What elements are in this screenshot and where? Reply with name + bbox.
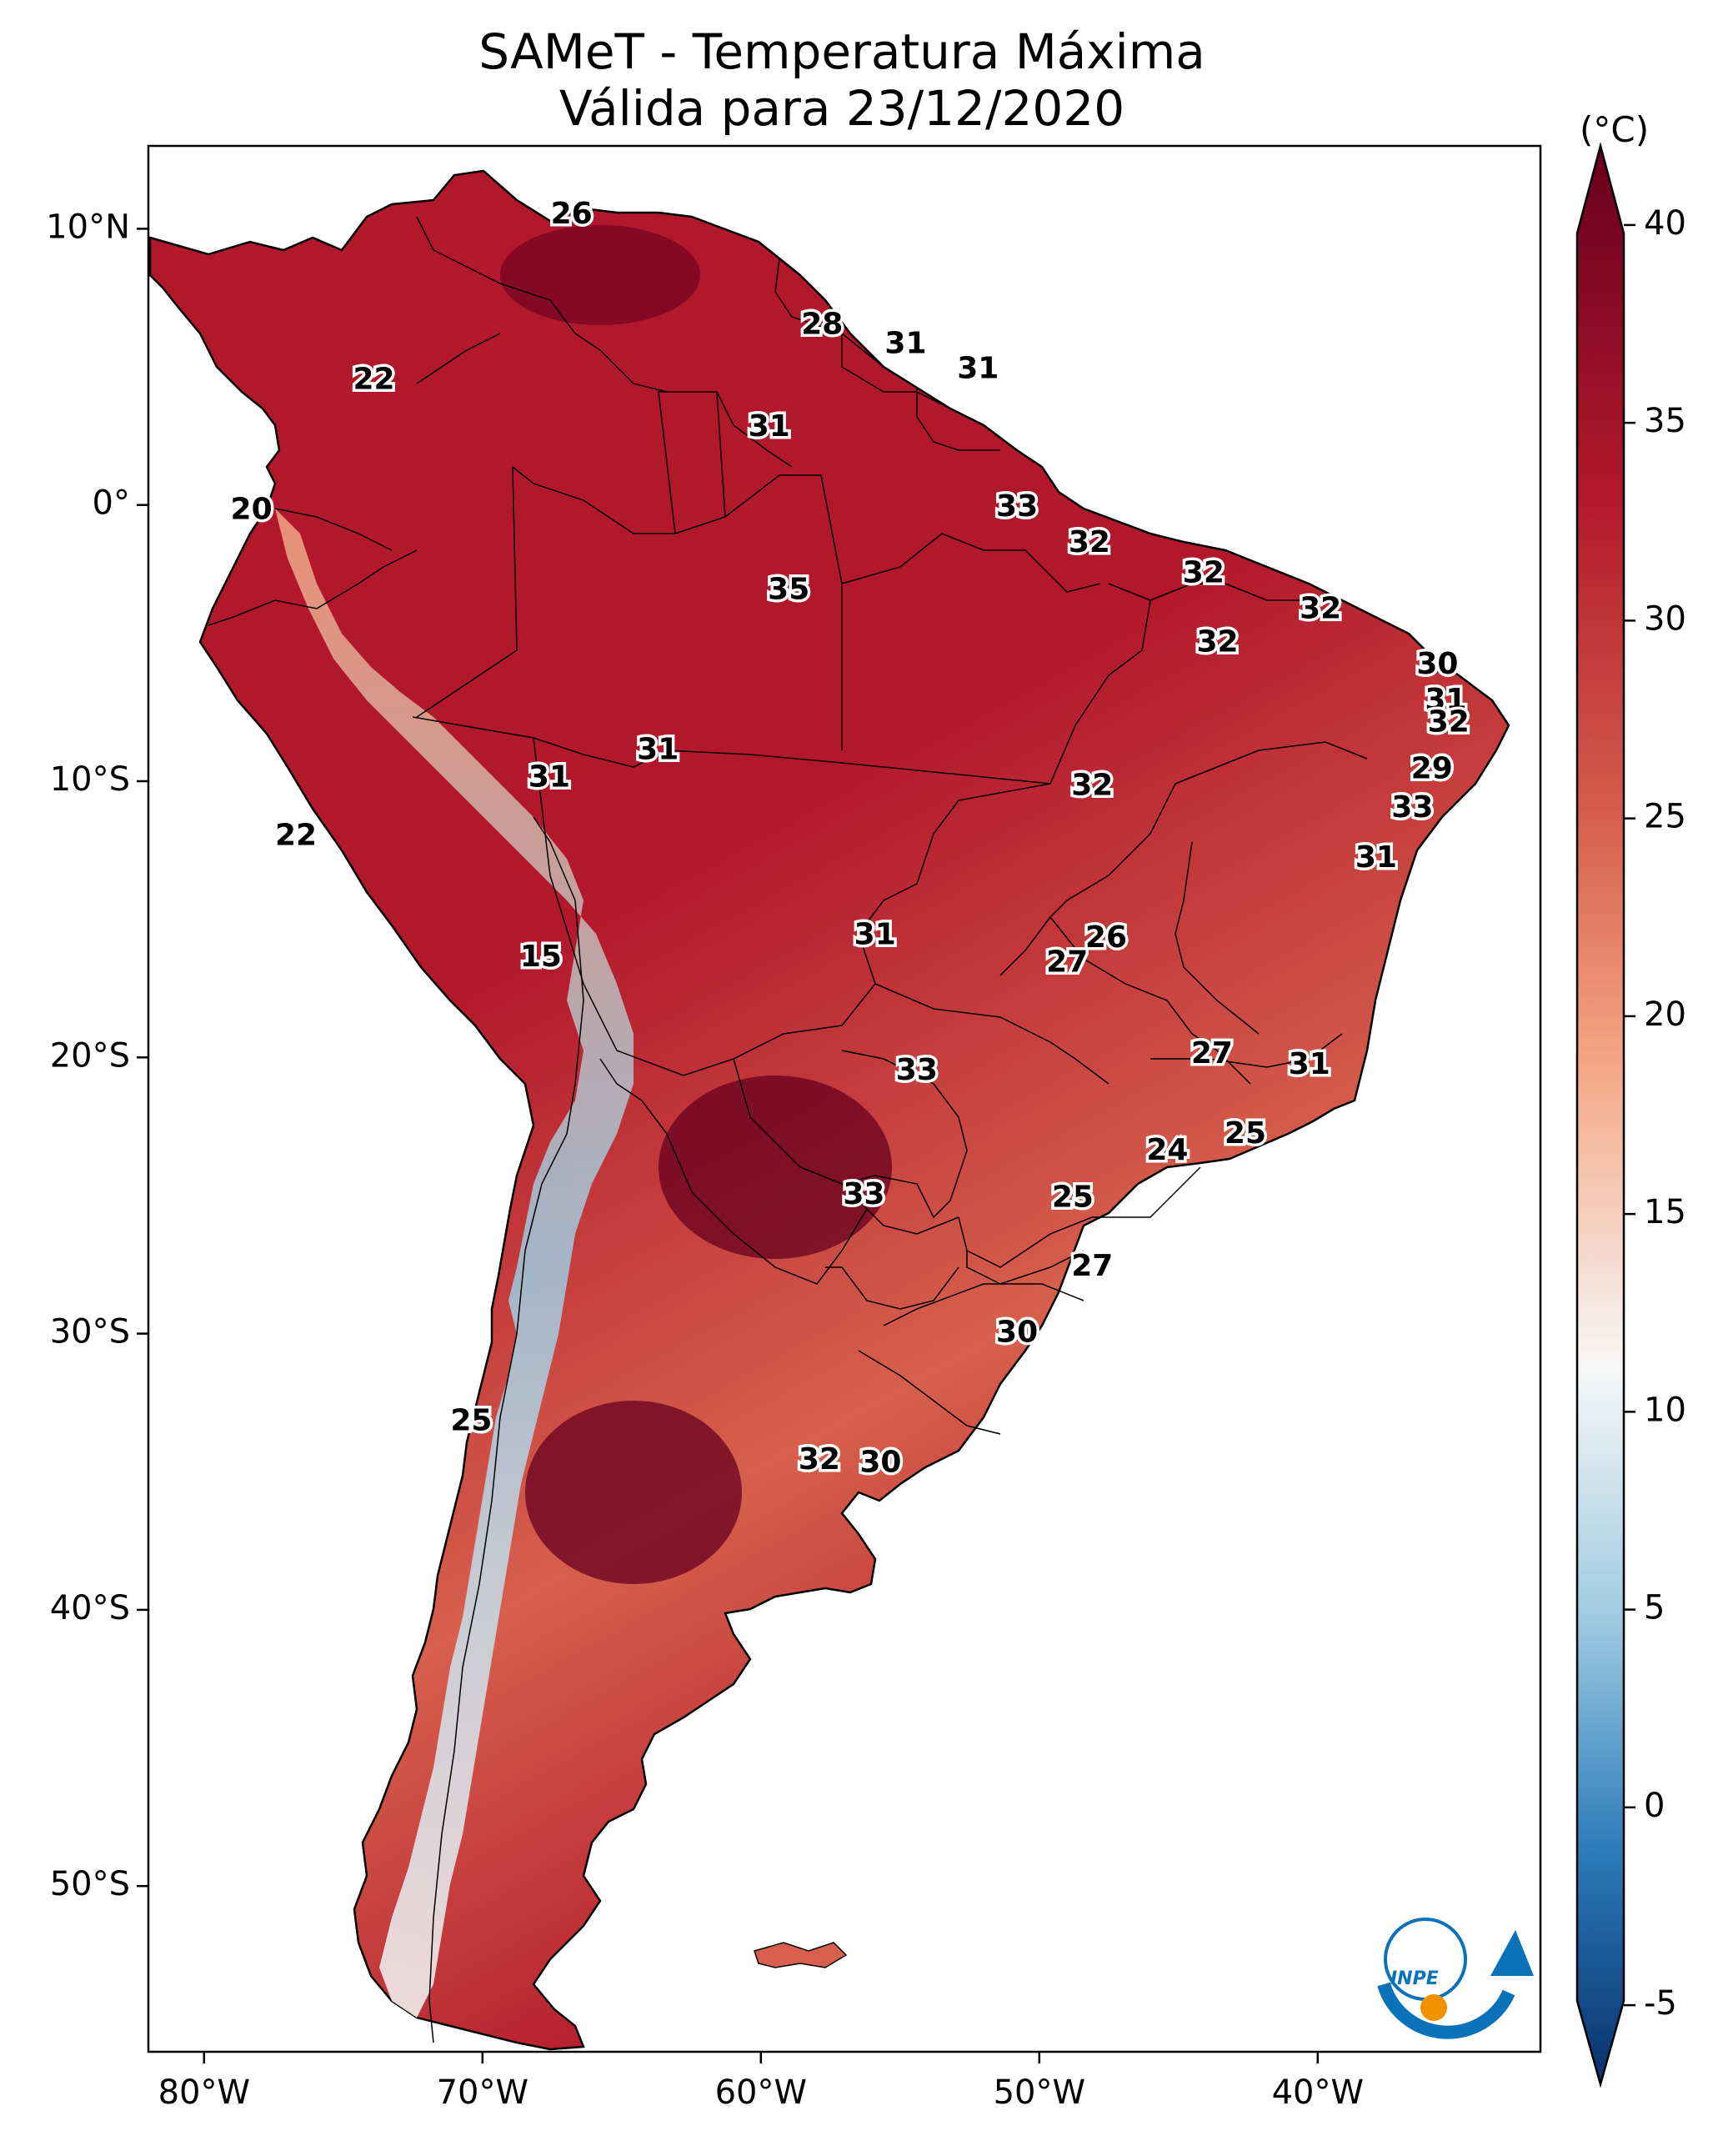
colorbar-tick-label: 0 [1644, 1787, 1665, 1825]
colorbar-tick-label: 20 [1644, 995, 1686, 1034]
temperature-label: 27 [1191, 1036, 1233, 1070]
temperature-label: 25 [1052, 1180, 1094, 1214]
title-line-1: SAMeT - Temperatura Máxima [478, 23, 1205, 80]
temperature-label: 29 [1411, 752, 1453, 786]
hot-core-north [500, 225, 700, 325]
y-tick-label: 0° [93, 484, 130, 523]
colorbar-tick-label: 35 [1644, 402, 1686, 440]
y-tick-label: 10°N [46, 208, 130, 246]
temperature-label: 27 [1046, 945, 1088, 980]
temperature-label: 31 [528, 760, 570, 795]
temperature-label: 33 [896, 1053, 938, 1087]
temperature-label: 32 [1197, 624, 1239, 659]
y-tick-label: 30°S [50, 1313, 130, 1351]
temperature-label: 15 [520, 940, 562, 974]
andes-cool-band [275, 509, 634, 2018]
y-tick-label: 10°S [50, 760, 130, 799]
colorbar-tick-label: -5 [1644, 1984, 1677, 2023]
hot-core-pampas [525, 1401, 742, 1584]
temperature-label: 31 [884, 327, 926, 361]
x-tick-label: 40°W [1272, 2073, 1364, 2112]
temperature-label: 26 [551, 197, 593, 231]
temperature-label: 31 [957, 351, 999, 385]
logo-arrow [1490, 1930, 1534, 1976]
temperature-label: 32 [1069, 525, 1110, 559]
temperature-label: 25 [1225, 1116, 1266, 1151]
inpe-logo: INPE [1377, 1918, 1534, 2039]
temperature-label: 32 [1071, 769, 1113, 803]
colorbar-body [1575, 142, 1625, 2088]
logo-dot [1420, 1994, 1447, 2021]
temperature-label: 28 [801, 307, 843, 341]
colorbar-unit: (°C) [1580, 109, 1649, 150]
temperature-label: 33 [996, 489, 1038, 524]
temperature-label: 22 [353, 363, 394, 397]
y-tick-label: 40°S [50, 1589, 130, 1627]
colorbar-ticks: 40 35 30 25 20 15 10 5 0 -5 [1624, 204, 1686, 2023]
temperature-label: 33 [843, 1177, 884, 1211]
temperature-label: 31 [1289, 1047, 1330, 1081]
x-tick-label: 70°W [437, 2073, 528, 2112]
logo-text: INPE [1390, 1968, 1439, 1989]
falkland-islands [754, 1942, 848, 1968]
colorbar-tick-label: 15 [1644, 1193, 1686, 1231]
temperature-label: 27 [1071, 1249, 1113, 1283]
colorbar: (°C) 40 35 30 25 20 15 10 5 0 -5 [1575, 109, 1686, 2088]
political-boundaries [208, 216, 1368, 2043]
x-axis-ticks: 80°W 70°W 60°W 50°W 40°W [158, 2052, 1364, 2112]
temperature-label: 32 [1300, 592, 1341, 626]
temperature-label: 22 [275, 818, 317, 852]
colorbar-tick-label: 10 [1644, 1391, 1686, 1429]
colorbar-tick-label: 5 [1644, 1589, 1665, 1627]
x-tick-label: 50°W [994, 2073, 1085, 2112]
temperature-label: 25 [450, 1404, 492, 1438]
logo-arc [1377, 1982, 1515, 2039]
title-line-2: Válida para 23/12/2020 [558, 80, 1125, 137]
x-tick-label: 60°W [715, 2073, 807, 2112]
y-tick-label: 20°S [50, 1036, 130, 1075]
x-tick-label: 80°W [158, 2073, 250, 2112]
colorbar-tick-label: 30 [1644, 599, 1686, 638]
temperature-label: 31 [749, 409, 790, 444]
temperature-label: 31 [1425, 683, 1466, 717]
temperature-label: 20 [231, 492, 273, 526]
temperature-label: 32 [799, 1442, 840, 1477]
y-tick-label: 50°S [50, 1865, 130, 1903]
temperature-label: 30 [859, 1445, 901, 1479]
temperature-label: 31 [637, 733, 679, 767]
temperature-label: 30 [996, 1316, 1038, 1350]
colorbar-tick-label: 40 [1644, 204, 1686, 243]
y-axis-ticks: 10°N 0° 10°S 20°S 30°S 40°S 50°S [46, 208, 148, 1903]
temperature-label: 32 [1183, 556, 1225, 590]
temperature-label: 35 [768, 572, 809, 606]
temperature-label: 24 [1146, 1133, 1188, 1167]
temperature-label: 33 [1391, 790, 1433, 825]
temperature-label: 31 [854, 918, 896, 952]
temperature-label: 32 [1428, 704, 1470, 739]
temperature-label: 31 [1355, 840, 1397, 875]
hot-core-chaco [659, 1075, 892, 1259]
temperature-label: 30 [1416, 647, 1458, 681]
temperature-label: 26 [1085, 920, 1127, 955]
colorbar-tick-label: 25 [1644, 798, 1686, 836]
